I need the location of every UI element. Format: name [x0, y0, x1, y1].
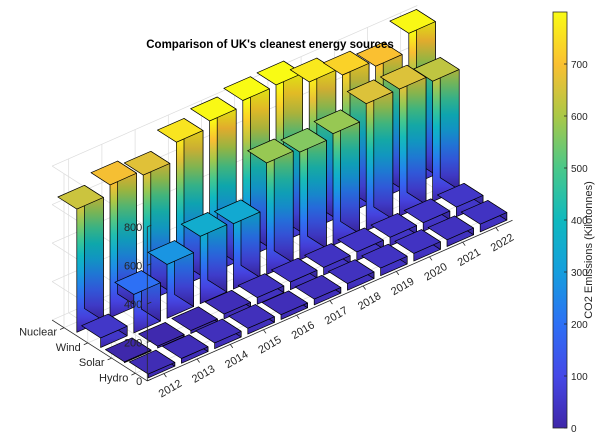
year-tick-label: 2022 — [489, 232, 516, 255]
colorbar-tick-label: 600 — [571, 112, 588, 123]
colorbar-tick-label: 700 — [571, 60, 588, 71]
source-tick-mark — [131, 372, 136, 376]
z-tick-mark — [147, 224, 152, 228]
colorbar-tick-label: 300 — [571, 268, 588, 279]
bar-hydro-2020 — [394, 229, 441, 262]
bar-wind-2018 — [280, 127, 327, 261]
colorbar: 0 100 200 300 400 500 600 700 CO2 Emissions (Kil… — [552, 11, 595, 435]
bar-solar-2013 — [138, 322, 185, 349]
year-tick-label: 2016 — [290, 319, 317, 342]
year-tick-mark — [429, 256, 433, 261]
year-tick-label: 2013 — [190, 363, 217, 386]
year-tick-mark — [362, 285, 366, 290]
bar-nuclear-2012 — [57, 184, 104, 333]
colorbar-tick-label: 400 — [571, 216, 588, 227]
chart-title: Comparison of UK's cleanest energy sourc… — [146, 39, 394, 51]
source-tick-label: Hydro — [99, 372, 128, 384]
year-tick-mark — [462, 241, 466, 246]
colorbar-tick-label: 500 — [571, 164, 588, 175]
z-tick-label: 600 — [124, 260, 142, 272]
bar-hydro-2018 — [328, 259, 375, 291]
bars-layer — [57, 9, 508, 379]
year-tick-label: 2019 — [389, 275, 416, 298]
colorbar-tick-label: 200 — [571, 320, 588, 331]
colorbar-tick-label: 100 — [571, 372, 588, 383]
year-tick-mark — [263, 329, 267, 334]
year-tick-label: 2012 — [157, 378, 184, 401]
year-tick-label: 2014 — [223, 348, 250, 371]
z-tick-label: 400 — [124, 299, 142, 311]
bar-solar-2015 — [204, 289, 251, 320]
bar-wind-2020 — [346, 79, 394, 232]
year-tick-label: 2020 — [422, 261, 449, 284]
bar-hydro-2017 — [294, 274, 342, 306]
bar-wind-2015 — [180, 212, 228, 305]
source-tick-label: Solar — [79, 357, 105, 369]
bar-wind-2014 — [147, 240, 194, 319]
bar-hydro-2016 — [261, 290, 308, 320]
z-tick-mark — [147, 301, 152, 305]
z-tick-mark — [147, 340, 152, 343]
bar-hydro-2012 — [128, 349, 176, 379]
bar-hydro-2013 — [162, 334, 209, 364]
bar-wind-2012 — [81, 313, 128, 348]
year-tick-mark — [395, 271, 400, 276]
year-tick-mark — [296, 314, 300, 319]
bar-hydro-2014 — [195, 318, 242, 350]
bar-solar-2021 — [403, 198, 451, 232]
year-tick-mark — [329, 300, 333, 305]
source-axis-line — [51, 319, 148, 382]
source-tick-mark — [107, 357, 112, 361]
bar-hydro-2015 — [228, 304, 275, 335]
colorbar-tick-label: 0 — [571, 424, 577, 435]
year-tick-mark — [495, 227, 499, 232]
bar-hydro-2022 — [460, 200, 508, 233]
bar-wind-2019 — [313, 109, 360, 246]
z-tick-label: 200 — [124, 337, 142, 349]
z-tick-label: 800 — [124, 222, 142, 234]
source-tick-mark — [59, 327, 65, 330]
bar-wind-2022 — [413, 57, 460, 202]
source-tick-mark — [83, 342, 88, 346]
source-tick-label: Wind — [56, 342, 81, 354]
year-tick-mark — [196, 358, 200, 363]
year-tick-mark — [229, 344, 234, 349]
z-tick-label: 0 — [136, 376, 142, 388]
bar-solar-2016 — [237, 273, 285, 305]
year-tick-label: 2015 — [256, 334, 283, 357]
bar-hydro-2021 — [427, 215, 474, 247]
year-tick-label: 2017 — [323, 305, 350, 328]
source-tick-label: Nuclear — [19, 327, 57, 339]
z-tick-mark — [147, 263, 152, 266]
bar-hydro-2019 — [361, 243, 408, 277]
bar-solar-2017 — [271, 257, 318, 291]
bar-solar-2012 — [105, 337, 152, 364]
colorbar-label: CO2 Emissions (Kilotonnes) — [583, 181, 595, 319]
bar-wind-2017 — [247, 138, 294, 275]
year-tick-mark — [163, 373, 167, 378]
bar-wind-2021 — [380, 64, 427, 217]
year-tick-label: 2021 — [456, 246, 483, 269]
year-tick-label: 2018 — [356, 290, 383, 313]
